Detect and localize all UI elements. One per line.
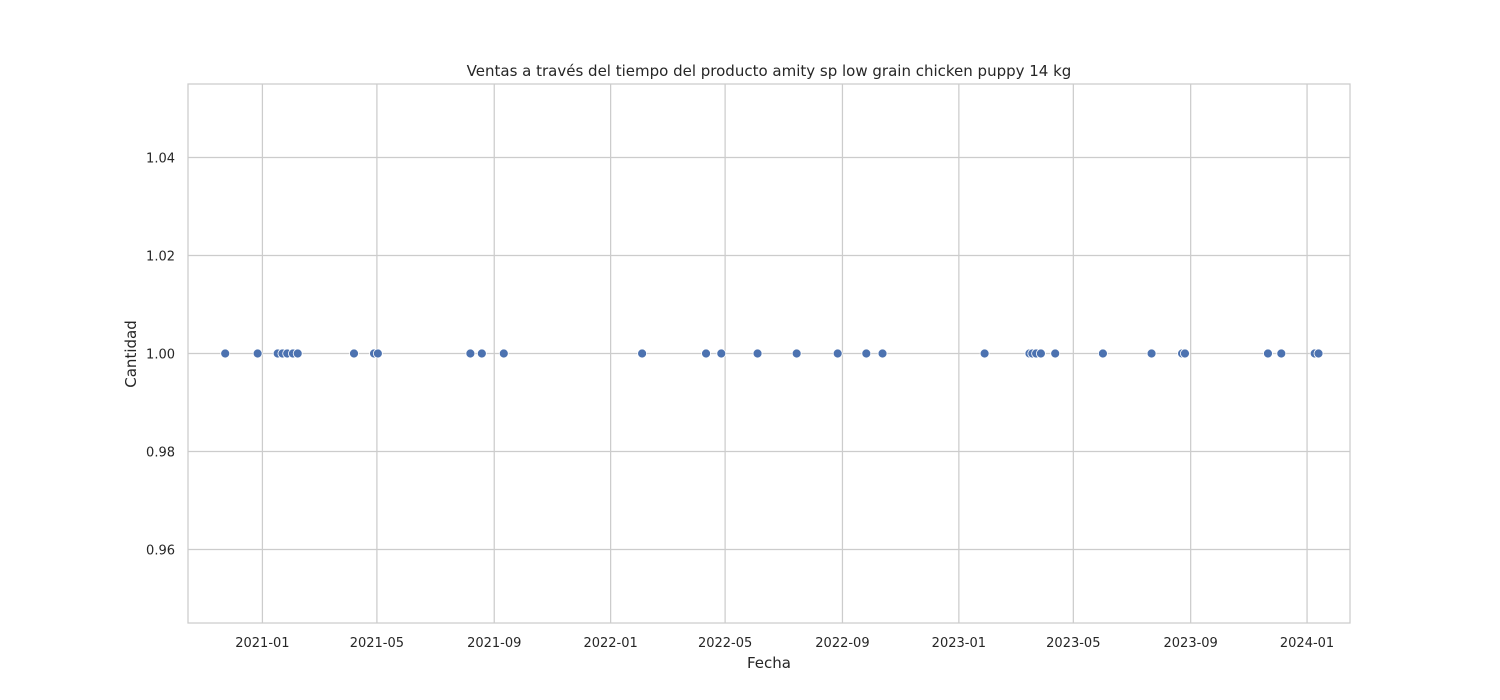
data-point [292,348,303,359]
data-point [465,348,476,359]
x-tick-label: 2023-09 [1164,636,1218,651]
data-point [701,348,711,359]
data-point [752,348,763,359]
data-point [498,348,509,359]
x-tick-label: 2024-01 [1280,636,1334,651]
data-point [979,348,990,359]
x-tick-label: 2021-09 [467,636,521,651]
data-point [1180,348,1190,359]
y-tick-label: 0.98 [146,446,175,461]
data-point [1313,348,1324,359]
x-tick-label: 2022-01 [583,636,637,651]
data-point [476,348,487,359]
x-tick-label: 2022-09 [815,636,869,651]
x-axis-title: Fecha [747,654,791,672]
x-tick-label: 2021-05 [350,636,404,651]
data-point [1276,348,1287,359]
data-point [372,348,383,359]
data-point [791,348,802,359]
x-tick-label: 2023-01 [932,636,986,651]
x-tick-label: 2021-01 [235,636,289,651]
data-point [1035,348,1046,359]
data-point [637,348,648,359]
data-point [1098,348,1108,359]
data-point [220,348,231,359]
data-point [1263,348,1273,359]
data-point [252,348,263,359]
y-tick-label: 1.00 [146,348,175,363]
data-point [861,348,872,359]
x-tick-label: 2022-05 [698,636,752,651]
y-axis-ticks: 0.96 0.98 1.00 1.02 1.04 [146,152,175,559]
data-point [1146,348,1157,359]
plot-frame [187,83,1351,624]
y-tick-label: 1.02 [146,250,175,265]
data-point [877,348,888,359]
data-point [716,348,727,359]
y-axis-title: Cantidad [122,320,140,387]
chart-title: Ventas a través del tiempo del producto … [467,62,1072,80]
y-tick-label: 0.96 [146,544,175,559]
x-axis-ticks: 2021-01 2021-05 2021-09 2022-01 2022-05 2022-… [235,636,1334,651]
data-points [220,348,1324,359]
data-point [1050,348,1061,359]
y-tick-label: 1.04 [146,152,175,167]
data-point [349,348,359,359]
data-point [832,348,843,359]
x-tick-label: 2023-05 [1046,636,1100,651]
